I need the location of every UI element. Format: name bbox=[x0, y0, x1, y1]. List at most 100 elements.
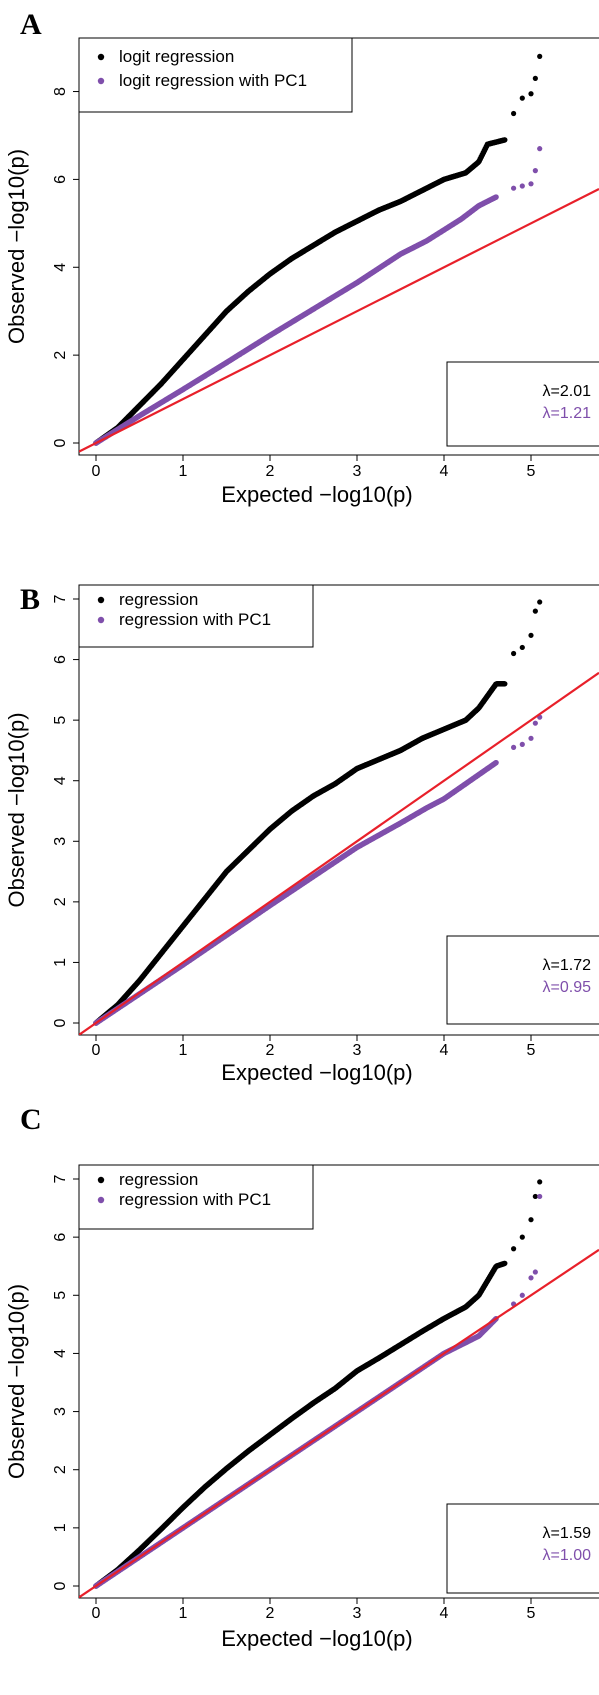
plot-data bbox=[79, 53, 599, 453]
panel-letter-b: B bbox=[20, 583, 40, 616]
x-tick-label: 4 bbox=[440, 463, 449, 480]
lambda-box bbox=[446, 361, 599, 447]
panel-a: A 0 1 2 3 4 5 0 2 4 6 8 Expected −log10(p) Observed −… bbox=[4, 8, 599, 507]
y-tick-label: 4 bbox=[52, 263, 69, 272]
data-point bbox=[493, 759, 499, 766]
x-tick-label: 2 bbox=[266, 1042, 275, 1059]
y-tick-label: 5 bbox=[52, 716, 69, 725]
x-tick-label: 5 bbox=[527, 1042, 536, 1059]
legend-label: logit regression with PC1 bbox=[119, 71, 307, 90]
plot-frame bbox=[78, 1164, 599, 1599]
y-tick-label: 2 bbox=[52, 897, 69, 906]
data-point bbox=[528, 735, 534, 741]
legend-marker bbox=[97, 596, 105, 604]
data-point bbox=[528, 91, 534, 97]
x-axis-title: Expected −log10(p) bbox=[221, 1060, 412, 1085]
lambda-primary: λ=2.01 bbox=[543, 383, 592, 400]
x-tick-label: 4 bbox=[440, 1042, 449, 1059]
data-point bbox=[532, 1269, 538, 1275]
data-point bbox=[528, 181, 534, 187]
lambda-annotation: λ=2.01 λ=1.21 bbox=[446, 361, 599, 447]
y-tick-label: 1 bbox=[52, 1523, 69, 1532]
data-point bbox=[528, 1275, 534, 1281]
reference-line bbox=[79, 1248, 599, 1598]
lambda-primary: λ=1.59 bbox=[543, 1525, 592, 1542]
lambda-pc1: λ=1.21 bbox=[543, 405, 592, 422]
legend-label: regression bbox=[119, 1170, 198, 1189]
data-point bbox=[519, 183, 525, 189]
y-tick-label: 7 bbox=[52, 594, 69, 603]
data-point bbox=[510, 110, 517, 117]
legend: logit regression logit regression with PC… bbox=[78, 37, 353, 113]
data-point bbox=[528, 632, 534, 638]
legend-label: regression with PC1 bbox=[119, 1190, 271, 1209]
data-point bbox=[537, 599, 543, 605]
x-tick-label: 4 bbox=[440, 1605, 449, 1622]
data-point bbox=[502, 137, 508, 143]
legend-box bbox=[78, 1164, 314, 1230]
panel-letter-a: A bbox=[20, 8, 42, 41]
x-tick-label: 1 bbox=[179, 463, 188, 480]
data-point bbox=[532, 608, 538, 614]
data-point bbox=[537, 1193, 543, 1200]
y-tick-label: 6 bbox=[52, 175, 69, 184]
y-tick-label: 0 bbox=[52, 1581, 69, 1590]
data-point bbox=[532, 168, 538, 174]
data-point bbox=[519, 1234, 525, 1240]
data-point bbox=[510, 650, 517, 657]
data-point bbox=[519, 1292, 525, 1298]
x-tick-label: 5 bbox=[527, 463, 536, 480]
panel-c: C 0 1 2 3 4 5 0 1 2 3 4 5 6 7 Expected −log10(p) Observe… bbox=[4, 1103, 599, 1651]
data-point bbox=[528, 1217, 534, 1223]
y-axis-title: Observed −log10(p) bbox=[4, 712, 29, 907]
reference-line bbox=[79, 188, 599, 453]
x-axis-title: Expected −log10(p) bbox=[221, 482, 412, 507]
y-tick-label: 6 bbox=[52, 1233, 69, 1242]
x-tick-label: 2 bbox=[266, 1605, 275, 1622]
panel-letter-c: C bbox=[20, 1103, 42, 1136]
reference-line bbox=[79, 671, 599, 1035]
x-tick-label: 0 bbox=[92, 1042, 101, 1059]
plot-frame bbox=[78, 584, 599, 1036]
lambda-pc1: λ=0.95 bbox=[543, 979, 592, 996]
y-tick-label: 8 bbox=[52, 87, 69, 96]
x-axis-title: Expected −log10(p) bbox=[221, 1626, 412, 1651]
x-tick-label: 3 bbox=[353, 1042, 362, 1059]
plot-data bbox=[79, 599, 599, 1035]
x-tick-label: 2 bbox=[266, 463, 275, 480]
y-tick-label: 3 bbox=[52, 1407, 69, 1416]
data-point bbox=[519, 644, 525, 651]
plot-data bbox=[79, 1179, 599, 1598]
y-tick-label: 2 bbox=[52, 1465, 69, 1474]
legend-box bbox=[78, 584, 314, 648]
legend-marker bbox=[97, 1176, 105, 1184]
data-point bbox=[532, 1193, 538, 1200]
x-tick-label: 1 bbox=[179, 1042, 188, 1059]
lambda-box bbox=[446, 935, 599, 1025]
data-point bbox=[532, 75, 538, 81]
y-tick-label: 2 bbox=[52, 351, 69, 360]
y-tick-label: 3 bbox=[52, 837, 69, 846]
data-point bbox=[510, 744, 517, 751]
lambda-annotation: λ=1.59 λ=1.00 bbox=[446, 1503, 599, 1594]
lambda-pc1: λ=1.00 bbox=[543, 1547, 592, 1564]
y-tick-label: 5 bbox=[52, 1291, 69, 1300]
lambda-box bbox=[446, 1503, 599, 1594]
legend-marker bbox=[97, 77, 105, 85]
legend-marker bbox=[97, 53, 105, 61]
lambda-annotation: λ=1.72 λ=0.95 bbox=[446, 935, 599, 1025]
legend-label: regression with PC1 bbox=[119, 610, 271, 629]
data-point bbox=[493, 194, 499, 200]
data-point bbox=[519, 741, 525, 747]
y-axis-title: Observed −log10(p) bbox=[4, 1284, 29, 1479]
legend-label: logit regression bbox=[119, 47, 234, 66]
panel-b: B 0 1 2 3 4 5 0 1 2 3 4 5 6 7 Expected −log10(p) Observe… bbox=[4, 583, 599, 1085]
legend-marker bbox=[97, 1196, 105, 1204]
y-tick-label: 4 bbox=[52, 1349, 69, 1358]
data-point bbox=[537, 1179, 543, 1185]
y-tick-label: 1 bbox=[52, 958, 69, 967]
data-point bbox=[502, 681, 508, 687]
x-tick-label: 1 bbox=[179, 1605, 188, 1622]
